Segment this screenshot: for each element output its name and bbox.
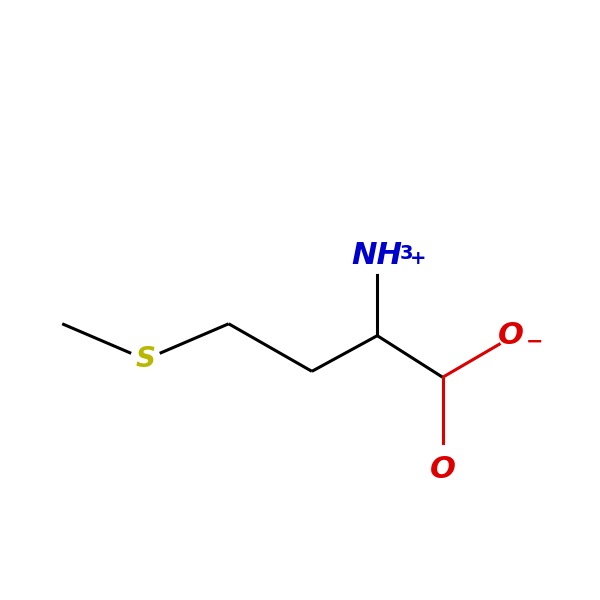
Text: O: O <box>498 321 524 350</box>
Text: +: + <box>410 249 427 268</box>
Text: NH: NH <box>352 241 403 270</box>
Text: S: S <box>136 346 155 373</box>
Text: 3: 3 <box>400 244 413 263</box>
Circle shape <box>362 244 392 273</box>
Text: −: − <box>526 332 544 352</box>
Circle shape <box>428 446 458 475</box>
Text: O: O <box>430 455 455 484</box>
Circle shape <box>499 321 529 350</box>
Circle shape <box>131 344 160 374</box>
